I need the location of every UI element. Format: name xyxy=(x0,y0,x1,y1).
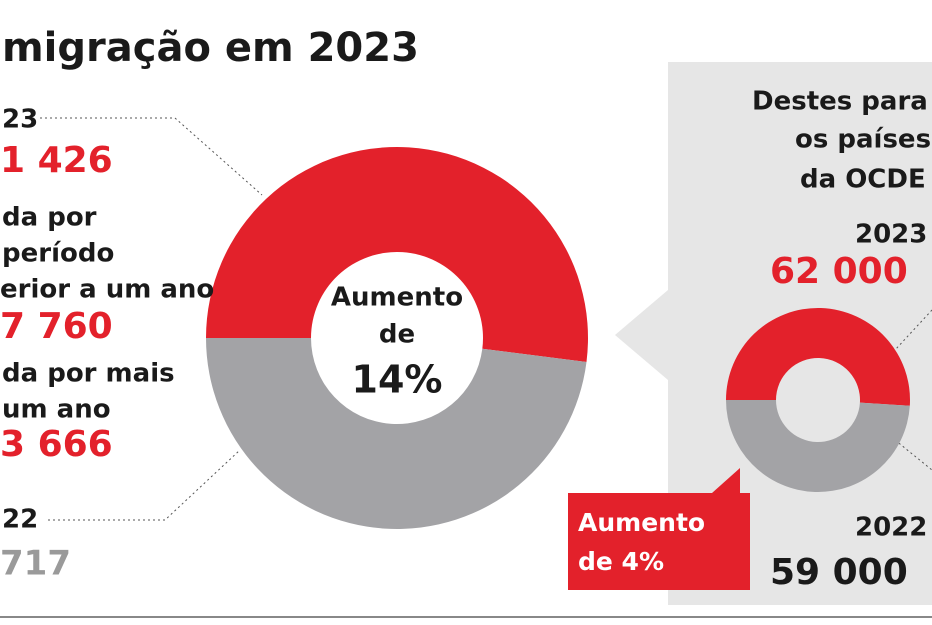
donuts xyxy=(206,147,910,530)
label: erior a um ano xyxy=(0,275,214,305)
label: da por mais xyxy=(2,359,175,389)
label: 2022 xyxy=(855,513,927,543)
label: 23 xyxy=(2,105,38,135)
title: migração em 2023 xyxy=(2,25,419,71)
label: período xyxy=(2,239,114,269)
value: 59 000 xyxy=(770,552,908,593)
badge-text: Aumento xyxy=(578,508,705,537)
center-label: Aumento xyxy=(331,283,463,313)
label: da por xyxy=(2,203,97,233)
value: 62 000 xyxy=(770,251,908,292)
value: 3 666 xyxy=(0,424,113,465)
panel-pointer xyxy=(615,290,668,380)
label: um ano xyxy=(2,395,111,425)
badge-text: de 4% xyxy=(578,547,664,576)
label: 22 xyxy=(2,505,38,535)
donut-segment xyxy=(726,400,910,493)
label: 2023 xyxy=(855,220,927,250)
value: 7 760 xyxy=(0,306,113,347)
value: 717 xyxy=(0,544,71,584)
panel-heading: Destes para xyxy=(752,87,928,117)
center-value: 14% xyxy=(352,358,443,402)
donut-segment xyxy=(726,308,910,406)
donut-segment xyxy=(206,147,588,362)
badge xyxy=(568,493,750,590)
leader xyxy=(40,117,263,196)
center-label: de xyxy=(379,320,415,350)
value: 1 426 xyxy=(0,140,113,181)
leader xyxy=(894,309,932,351)
panel-heading: da OCDE xyxy=(800,165,926,195)
donut-segment xyxy=(206,338,587,530)
leader xyxy=(48,449,241,521)
panel-heading: os países xyxy=(795,125,931,155)
badge-pointer xyxy=(712,468,740,493)
